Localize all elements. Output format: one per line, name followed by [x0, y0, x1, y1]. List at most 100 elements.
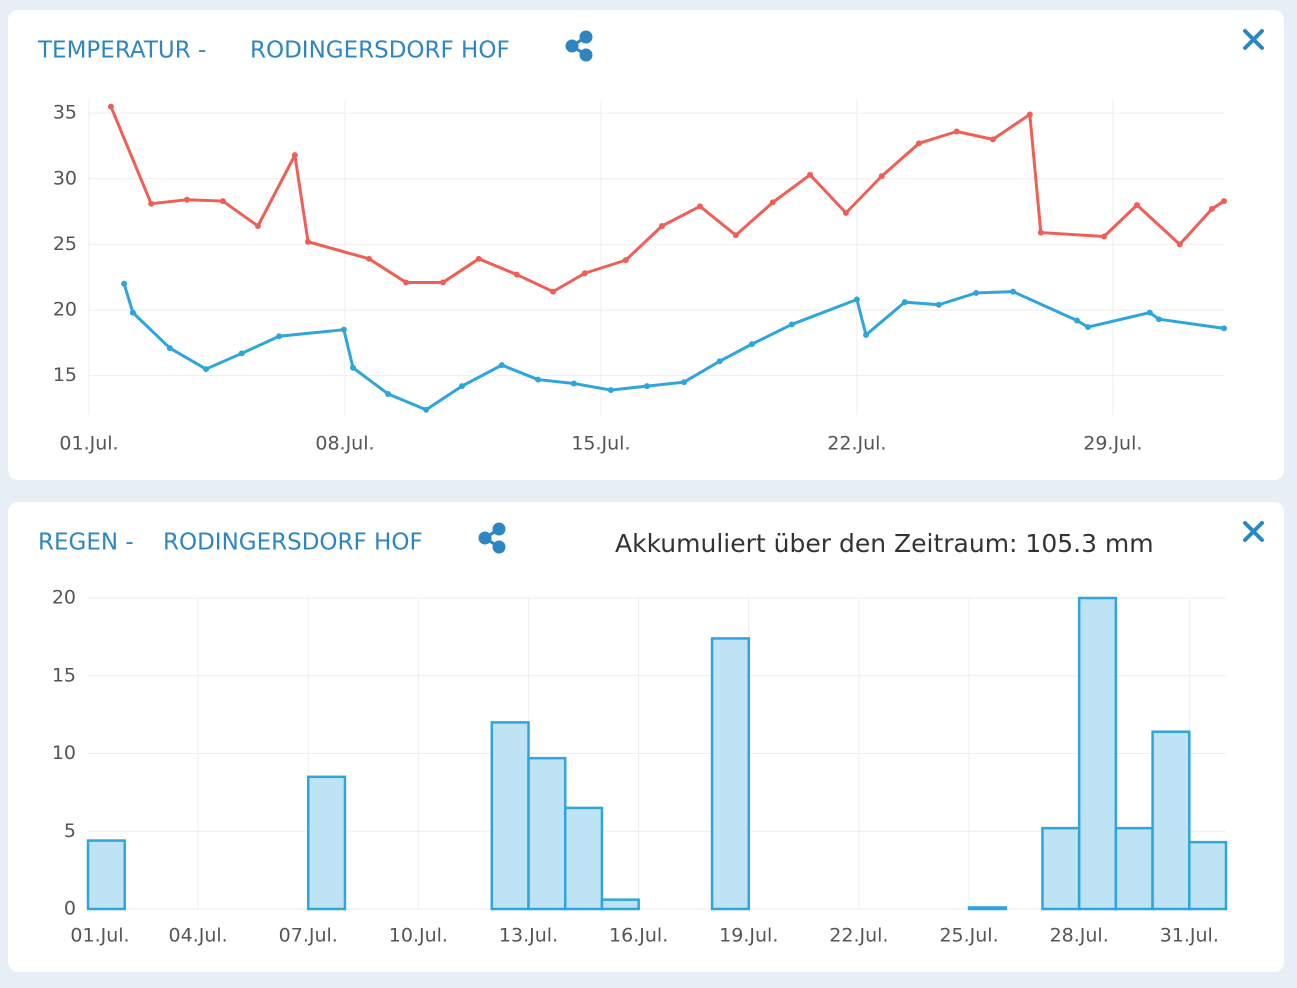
y-tick-label: 10 — [52, 742, 76, 764]
point — [570, 380, 577, 387]
bar — [307, 775, 347, 911]
x-tick-label: 28.Jul. — [1050, 925, 1109, 947]
point — [1176, 241, 1183, 248]
bar — [1041, 826, 1081, 911]
temperature-card — [8, 10, 1284, 480]
point — [1037, 229, 1044, 236]
point — [989, 136, 996, 143]
point — [1221, 198, 1227, 205]
point — [366, 255, 373, 262]
point — [350, 364, 357, 371]
point — [148, 200, 155, 207]
bar — [967, 906, 1007, 911]
y-tick-label: 15 — [52, 664, 76, 686]
point — [203, 366, 210, 373]
x-tick-label: 25.Jul. — [939, 925, 998, 947]
point — [121, 280, 128, 287]
y-tick-label: 20 — [53, 299, 77, 321]
point — [769, 199, 776, 206]
x-tick-label: 07.Jul. — [279, 925, 338, 947]
point — [916, 140, 923, 147]
point — [291, 152, 298, 159]
bar — [1151, 730, 1191, 911]
share-icon[interactable] — [478, 522, 506, 554]
point — [878, 173, 885, 180]
bar — [490, 721, 530, 911]
x-tick-label: 22.Jul. — [829, 925, 888, 947]
x-tick-label: 19.Jul. — [719, 925, 778, 947]
bar — [563, 806, 604, 911]
point — [305, 238, 312, 245]
point — [403, 279, 410, 286]
x-tick-label: 04.Jul. — [169, 925, 228, 947]
point — [1010, 288, 1017, 295]
x-tick-label: 22.Jul. — [827, 433, 886, 455]
point — [1146, 309, 1153, 316]
point — [863, 331, 870, 338]
x-tick-label: 29.Jul. — [1083, 433, 1142, 455]
point — [732, 232, 739, 239]
point — [166, 345, 173, 352]
point — [219, 198, 226, 205]
point — [853, 296, 860, 303]
y-tick-label: 0 — [64, 898, 76, 920]
point — [439, 279, 446, 286]
y-tick-label: 35 — [53, 102, 77, 124]
y-tick-label: 5 — [64, 820, 76, 842]
chart-subtitle: RODINGERSDORF HOF — [163, 530, 423, 556]
point — [973, 289, 980, 296]
point — [1084, 324, 1091, 331]
point — [622, 257, 629, 264]
bar — [710, 637, 751, 911]
point — [788, 321, 795, 328]
bar — [527, 756, 567, 911]
x-tick-label: 08.Jul. — [315, 433, 374, 455]
point — [643, 383, 650, 390]
bar — [86, 839, 126, 911]
y-tick-label: 25 — [53, 233, 77, 255]
point — [550, 288, 557, 295]
point — [807, 171, 814, 178]
x-tick-label: 01.Jul. — [59, 433, 118, 455]
point — [1221, 325, 1227, 332]
point — [535, 376, 542, 383]
series-line — [109, 105, 1225, 294]
point — [183, 196, 190, 203]
point — [748, 341, 755, 348]
point — [475, 255, 482, 262]
point — [385, 391, 392, 397]
x-tick-label: 15.Jul. — [571, 433, 630, 455]
x-tick-label: 31.Jul. — [1160, 925, 1219, 947]
x-tick-label: 01.Jul. — [70, 925, 129, 947]
x-tick-label: 16.Jul. — [609, 925, 668, 947]
point — [254, 223, 261, 229]
point — [238, 350, 245, 357]
point — [1101, 233, 1108, 240]
point — [458, 383, 465, 390]
close-icon[interactable] — [1243, 29, 1264, 50]
x-tick-label: 10.Jul. — [389, 925, 448, 947]
bar — [1188, 840, 1228, 911]
y-tick-label: 20 — [52, 587, 76, 609]
point — [513, 271, 520, 278]
share-icon[interactable] — [565, 30, 593, 62]
point — [107, 103, 114, 110]
point — [716, 358, 723, 365]
chart-subtitle: RODINGERSDORF HOF — [250, 38, 510, 64]
chart-title: TEMPERATUR - — [37, 38, 206, 64]
y-tick-label: 15 — [53, 364, 77, 386]
chart-title: REGEN - — [38, 530, 134, 556]
point — [953, 128, 960, 135]
x-tick-label: 13.Jul. — [499, 925, 558, 947]
point — [276, 333, 283, 340]
point — [680, 379, 687, 386]
close-icon[interactable] — [1243, 521, 1264, 542]
point — [607, 387, 614, 394]
point — [697, 203, 704, 210]
bar — [1077, 596, 1118, 911]
bar — [1114, 826, 1154, 911]
bar — [600, 898, 640, 911]
point — [129, 309, 136, 316]
annotation: Akkumuliert über den Zeitraum: 105.3 mm — [615, 529, 1154, 558]
